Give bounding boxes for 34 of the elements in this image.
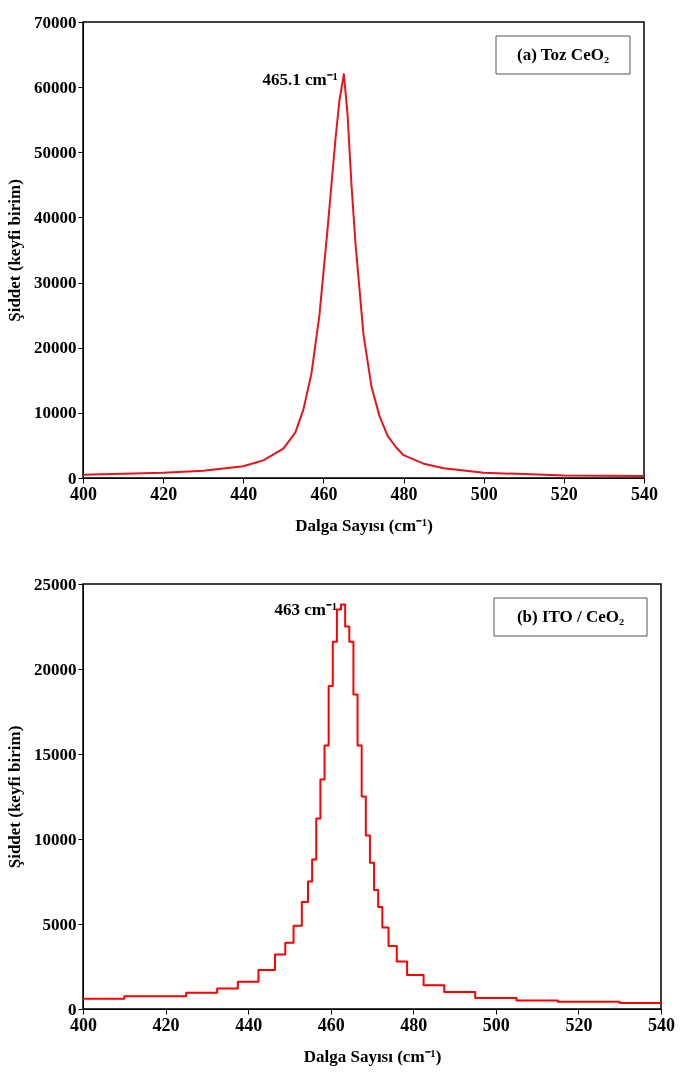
y-tick-label: 5000 (42, 914, 77, 934)
x-tick-label: 440 (235, 1014, 263, 1035)
y-tick-label: 50000 (34, 142, 77, 162)
y-tick-label: 40000 (34, 207, 77, 227)
annotation: (b) ITO / CeO₂ (516, 607, 625, 626)
x-tick-label: 440 (230, 483, 258, 504)
x-tick-label: 420 (150, 483, 178, 504)
x-axis-title: Dalga Sayısı (cm⁻¹) (303, 1046, 442, 1066)
y-axis-title: Şiddet (keyfi birim) (5, 179, 24, 322)
x-axis-title: Dalga Sayısı (cm⁻¹) (295, 515, 433, 535)
x-tick-label: 520 (565, 1014, 593, 1035)
y-axis-title: Şiddet (keyfi birim) (5, 725, 24, 869)
x-tick-label: 500 (482, 1014, 510, 1035)
x-tick-label: 460 (310, 483, 338, 504)
y-tick-label: 15000 (34, 744, 77, 764)
y-tick-label: 30000 (34, 273, 77, 293)
annotation: 465.1 cm⁻¹ (262, 70, 338, 90)
y-tick-label: 20000 (34, 338, 77, 358)
y-tick-label: 70000 (34, 12, 77, 32)
y-tick-label: 60000 (34, 77, 77, 97)
x-tick-label: 540 (631, 483, 658, 504)
x-tick-label: 540 (648, 1014, 675, 1035)
y-tick-label: 25000 (34, 574, 77, 594)
x-tick-label: 420 (152, 1014, 180, 1035)
x-tick-label: 480 (390, 483, 418, 504)
annotation: 463 cm⁻¹ (274, 600, 338, 620)
y-tick-label: 10000 (34, 403, 77, 423)
annotation: (a) Toz CeO₂ (517, 45, 609, 64)
x-tick-label: 460 (317, 1014, 345, 1035)
y-tick-label: 20000 (34, 659, 77, 679)
x-tick-label: 500 (470, 483, 498, 504)
x-tick-label: 480 (400, 1014, 428, 1035)
y-tick-label: 10000 (34, 829, 77, 849)
x-tick-label: 520 (550, 483, 578, 504)
